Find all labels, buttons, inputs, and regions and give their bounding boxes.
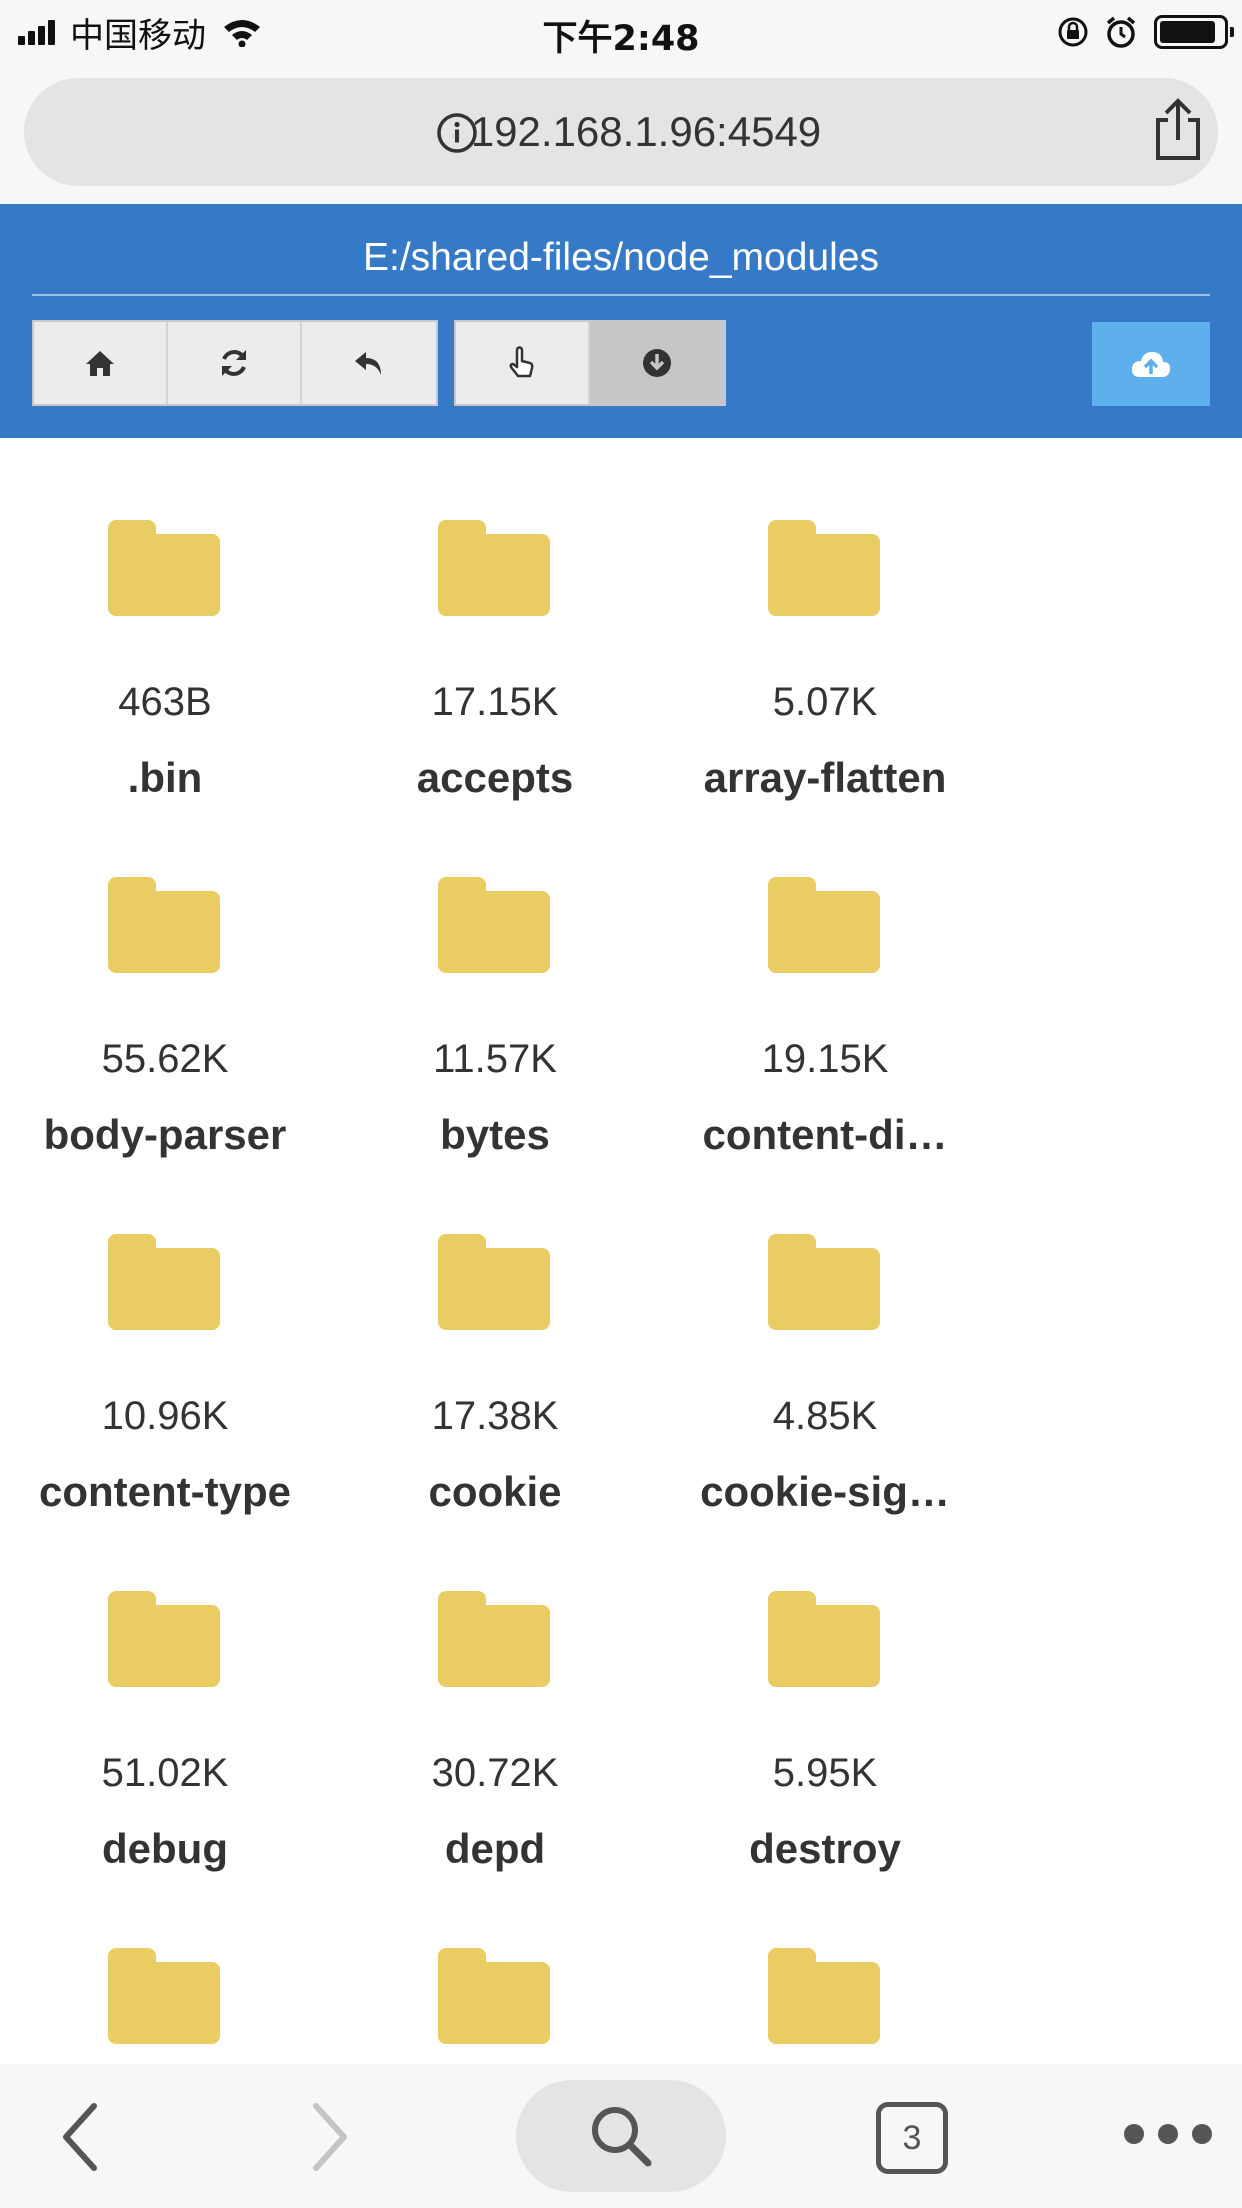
folder-size: 17.38K [431,1394,559,1438]
file-grid: 463B .bin 17.15K accepts 5.07K array-flatten 5… [0,438,1242,2064]
download-circle-icon [643,349,671,377]
signal-strength-icon [18,19,58,45]
search-icon [592,2107,652,2167]
folder-item[interactable]: 30.72K depd [330,1509,660,1872]
battery-icon [1154,15,1234,49]
home-button[interactable] [34,322,168,404]
folder-icon [768,1234,880,1330]
tabs-button[interactable]: 3 [876,2102,948,2174]
folder-size: 4.85K [772,1394,878,1438]
folder-item[interactable]: 17.38K cookie [330,1152,660,1515]
folder-size: 30.72K [431,1751,559,1795]
folder-item[interactable]: 463B .bin [0,438,330,801]
folder-icon [768,1948,880,2044]
folder-item[interactable]: 19.15K content-di… [660,795,990,1158]
folder-icon [108,1234,220,1330]
status-left: 中国移动 [18,12,262,56]
home-icon [86,351,114,376]
folder-item[interactable]: 10.96K content-type [0,1152,330,1515]
download-button[interactable] [590,322,724,404]
folder-icon [768,877,880,973]
folder-item[interactable]: 11.57K bytes [330,795,660,1158]
folder-icon [768,520,880,616]
folder-size: 10.96K [101,1394,229,1438]
folder-item[interactable]: 17.15K accepts [330,438,660,801]
orientation-lock-icon [1058,17,1088,47]
status-time: 下午2:48 [542,19,700,59]
folder-size: 55.62K [101,1037,229,1081]
folder-size: 51.02K [101,1751,229,1795]
folder-item[interactable] [660,1866,990,2064]
folder-icon [108,1591,220,1687]
folder-icon [438,1234,550,1330]
folder-size: 19.15K [761,1037,889,1081]
folder-icon [438,520,550,616]
forward-icon[interactable] [306,2100,354,2174]
folder-item[interactable]: 5.07K array-flatten [660,438,990,801]
more-options-icon[interactable] [1124,2124,1226,2144]
folder-size: 5.95K [772,1751,878,1795]
upload-button[interactable] [1092,322,1210,406]
go-back-button[interactable] [302,322,436,404]
folder-icon [768,1591,880,1687]
status-right [1042,12,1234,52]
folder-icon [108,877,220,973]
folder-item[interactable]: 51.02K debug [0,1509,330,1872]
folder-icon [108,1948,220,2044]
reply-icon [355,352,381,375]
info-icon[interactable] [436,112,478,154]
navigation-button-group [32,320,438,406]
browser-address-area: 192.168.1.96:4549 [0,62,1242,204]
folder-icon [108,520,220,616]
search-button[interactable] [516,2080,726,2192]
status-bar: 中国移动 下午2:48 [0,0,1242,62]
file-browser-header: E:/shared-files/node_modules [0,204,1242,438]
address-bar[interactable]: 192.168.1.96:4549 [24,78,1218,186]
folder-size: 11.57K [433,1037,557,1081]
current-path: E:/shared-files/node_modules [363,236,879,279]
folder-icon [438,877,550,973]
folder-icon [438,1591,550,1687]
folder-item[interactable] [0,1866,330,2064]
folder-size: 5.07K [772,680,878,724]
folder-item[interactable] [330,1866,660,2064]
folder-item[interactable]: 5.95K destroy [660,1509,990,1872]
folder-size: 17.15K [431,680,559,724]
back-icon[interactable] [56,2100,104,2174]
action-button-group [454,320,726,406]
header-divider [32,294,1210,296]
folder-item[interactable]: 4.85K cookie-sig… [660,1152,990,1515]
folder-icon [438,1948,550,2044]
url-text[interactable]: 192.168.1.96:4549 [470,108,822,155]
folder-item[interactable]: 55.62K body-parser [0,795,330,1158]
share-icon[interactable] [1150,98,1206,164]
hand-pointer-icon [509,346,534,378]
browser-bottom-toolbar: 3 [0,2064,1242,2208]
cloud-upload-icon [1131,352,1171,377]
refresh-button[interactable] [168,322,302,404]
carrier-name: 中国移动 [70,15,206,56]
select-button[interactable] [456,322,590,404]
wifi-icon [224,20,260,47]
folder-size: 463B [118,680,212,724]
refresh-icon [222,350,246,376]
alarm-icon [1106,16,1136,48]
